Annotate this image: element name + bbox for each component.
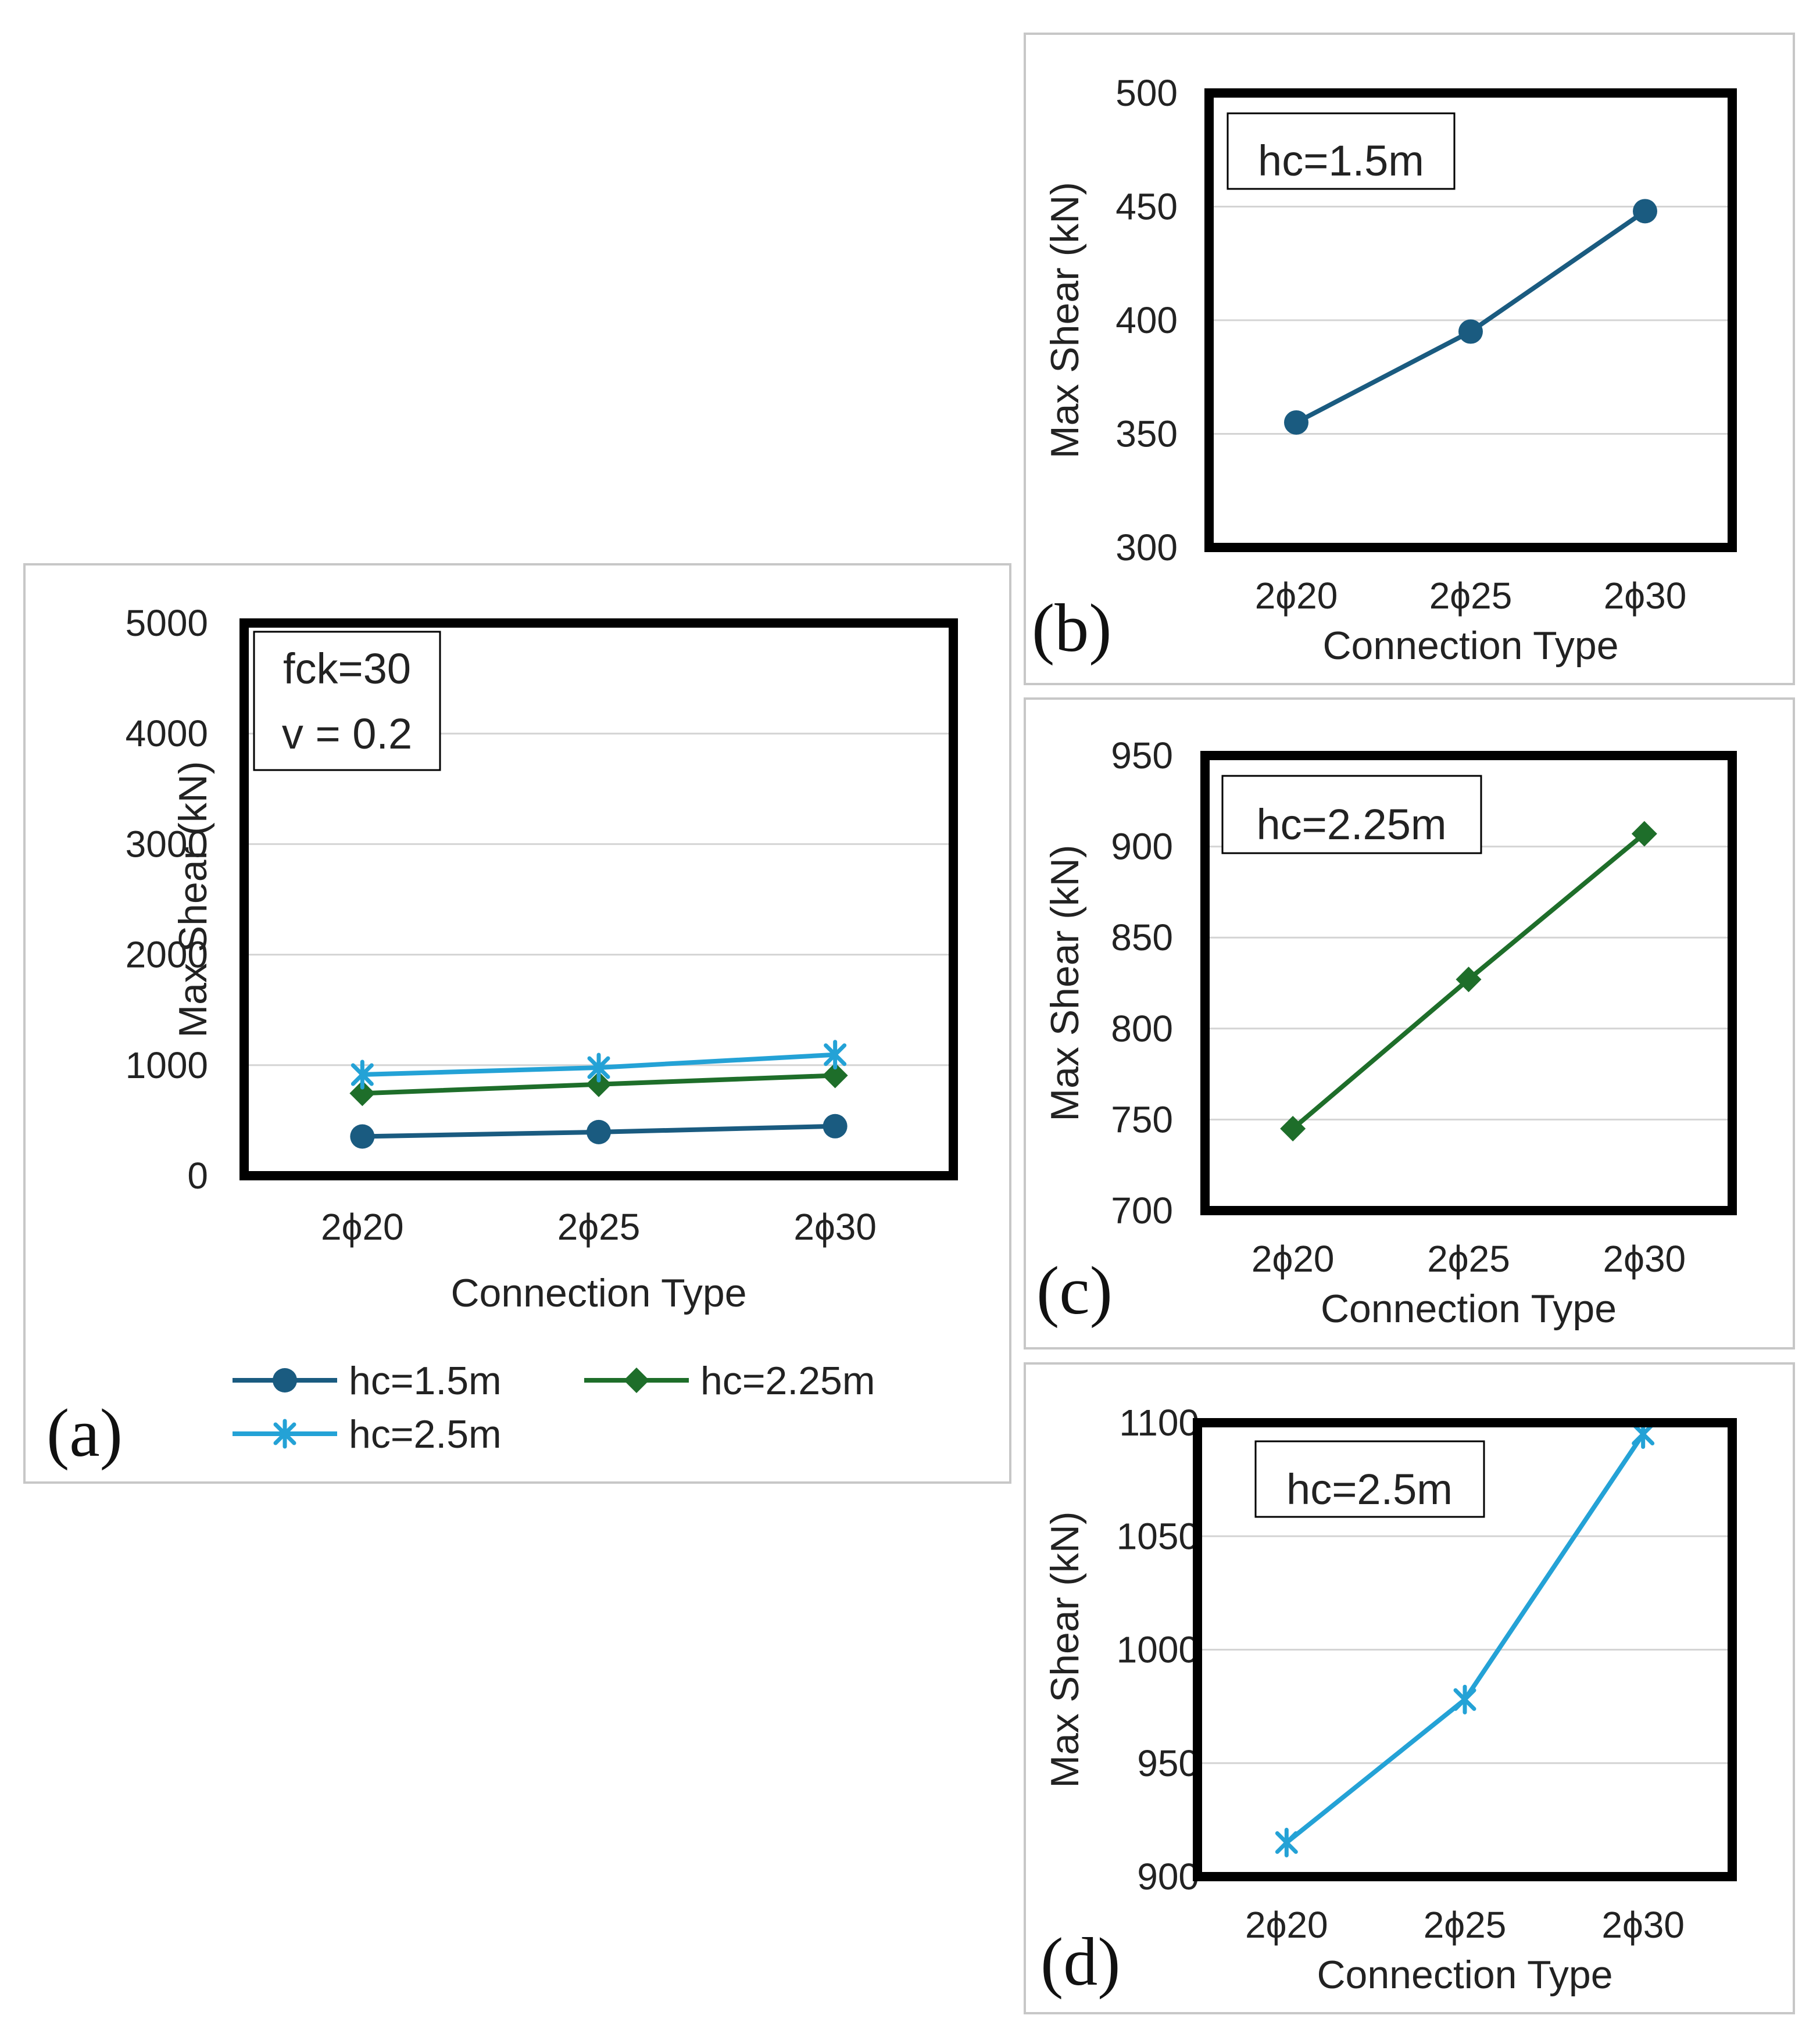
data-point-hc=1.5m [823, 1114, 848, 1139]
y-tick-label: 950 [1137, 1742, 1199, 1784]
data-point-hc=2.25m [822, 1062, 848, 1089]
legend-marker [624, 1368, 649, 1393]
legend-marker [273, 1419, 296, 1449]
panel-c: 700 750 800 850 900 950 2ϕ20 2ϕ25 2ϕ30 Connection… [1024, 697, 1795, 1349]
panel-b: 300 350 400 450 500 2ϕ20 2ϕ25 2ϕ30 Connection Ty… [1024, 33, 1795, 685]
panel-label: (c) [1036, 1252, 1113, 1329]
y-tick-label: 3000 [126, 823, 208, 865]
y-tick-label: 0 [187, 1155, 208, 1197]
y-tick-label: 300 [1115, 527, 1178, 568]
annotation-text: fck=30 [283, 645, 411, 693]
annotation-box [1227, 112, 1456, 190]
y-tick-label: 1050 [1117, 1515, 1199, 1557]
legend-label: hc=2.5m [349, 1412, 502, 1456]
y-tick-label: 900 [1111, 826, 1173, 868]
y-tick-label: 1000 [126, 1044, 208, 1086]
data-point-hc=1.5m [350, 1124, 375, 1149]
y-axis-label: Max Shear (kN) [1043, 182, 1087, 459]
data-point-hc=2.25m [586, 1071, 612, 1097]
x-tick-label: 2ϕ20 [1252, 1238, 1335, 1280]
y-tick-label: 900 [1137, 1856, 1199, 1898]
data-point-hc=2.25m [1631, 821, 1657, 847]
panel-a: 0 1000 2000 3000 4000 5000 2ϕ20 2ϕ25 2ϕ30 Connect… [23, 563, 1011, 1484]
x-axis-label: Connection Type [1321, 1287, 1617, 1331]
panel-frame [23, 563, 1011, 1484]
x-tick-label: 2ϕ25 [1424, 1904, 1507, 1946]
data-point-hc=2.5m [824, 1040, 847, 1070]
y-axis-label: Max Shear (kN) [1043, 844, 1087, 1121]
data-point-hc=1.5m [1284, 410, 1308, 435]
annotation-box [1221, 775, 1482, 854]
panel-frame [1024, 1362, 1795, 2014]
annotation-box [1254, 1440, 1485, 1518]
data-point-hc=2.25m [1280, 1116, 1306, 1142]
plot-border [1204, 88, 1737, 552]
y-tick-label: 400 [1115, 299, 1178, 341]
plot-border [1200, 751, 1737, 1215]
legend-marker [273, 1368, 297, 1393]
y-tick-label: 4000 [126, 713, 208, 754]
x-tick-label: 2ϕ20 [321, 1206, 404, 1248]
x-axis-label: Connection Type [1322, 624, 1618, 668]
data-point-hc=2.25m [349, 1080, 376, 1107]
legend-item: hc=2.25m [584, 1359, 875, 1403]
plot-border [1193, 1418, 1737, 1881]
y-tick-label: 450 [1115, 186, 1178, 228]
y-tick-label: 350 [1115, 413, 1178, 455]
y-tick-label: 950 [1111, 735, 1173, 776]
data-point-hc=2.25m [1456, 966, 1482, 993]
panel-frame [1024, 33, 1795, 685]
x-tick-label: 2ϕ20 [1245, 1904, 1328, 1946]
y-tick-label: 1100 [1119, 1402, 1199, 1444]
legend-item: hc=2.5m [233, 1412, 502, 1456]
data-point-hc=2.5m [1453, 1684, 1476, 1714]
annotation-box [253, 631, 441, 771]
x-tick-label: 2ϕ30 [1603, 1238, 1686, 1280]
panel-label: (a) [47, 1395, 123, 1471]
annotation-text: hc=2.5m [1286, 1465, 1453, 1513]
y-tick-label: 850 [1111, 917, 1173, 958]
y-tick-label: 2000 [126, 934, 208, 976]
x-tick-label: 2ϕ30 [1604, 575, 1687, 617]
panel-frame [1024, 697, 1795, 1349]
panel-label: (d) [1040, 1924, 1121, 2000]
data-point-hc=2.5m [1275, 1827, 1298, 1857]
y-axis-label: Max Shear (kN) [1043, 1511, 1087, 1788]
plot-border [239, 618, 958, 1180]
y-tick-label: 500 [1115, 72, 1178, 114]
x-tick-label: 2ϕ30 [1601, 1904, 1685, 1946]
x-tick-label: 2ϕ20 [1255, 575, 1338, 617]
legend-item: hc=1.5m [233, 1359, 502, 1403]
y-tick-label: 800 [1111, 1008, 1173, 1050]
y-axis-label: Max Shear (kN) [171, 761, 215, 1037]
annotation-text: v = 0.2 [282, 710, 412, 758]
x-tick-label: 2ϕ25 [557, 1206, 641, 1248]
y-tick-label: 5000 [126, 602, 208, 644]
legend: hc=1.5m hc=2.25m hc=2.5m [233, 1359, 875, 1456]
panel-d: 900 950 1000 1050 1100 2ϕ20 2ϕ25 2ϕ30 Connection… [1024, 1362, 1795, 2014]
y-tick-label: 700 [1111, 1190, 1173, 1232]
data-point-hc=2.5m [351, 1059, 374, 1090]
data-point-hc=1.5m [1458, 319, 1483, 344]
x-tick-label: 2ϕ30 [793, 1206, 877, 1248]
data-point-hc=2.5m [587, 1053, 610, 1083]
y-tick-label: 1000 [1117, 1629, 1199, 1671]
x-tick-label: 2ϕ25 [1427, 1238, 1510, 1280]
x-axis-label: Connection Type [1317, 1953, 1612, 1997]
panel-label: (b) [1032, 590, 1112, 666]
x-tick-label: 2ϕ25 [1429, 575, 1513, 617]
data-point-hc=1.5m [587, 1119, 611, 1144]
legend-label: hc=1.5m [349, 1359, 502, 1403]
legend-label: hc=2.25m [700, 1359, 875, 1403]
y-tick-label: 750 [1111, 1098, 1173, 1140]
annotation-text: hc=1.5m [1258, 137, 1424, 185]
x-axis-label: Connection Type [450, 1271, 746, 1315]
annotation-text: hc=2.25m [1256, 800, 1446, 849]
data-point-hc=1.5m [1633, 199, 1657, 224]
